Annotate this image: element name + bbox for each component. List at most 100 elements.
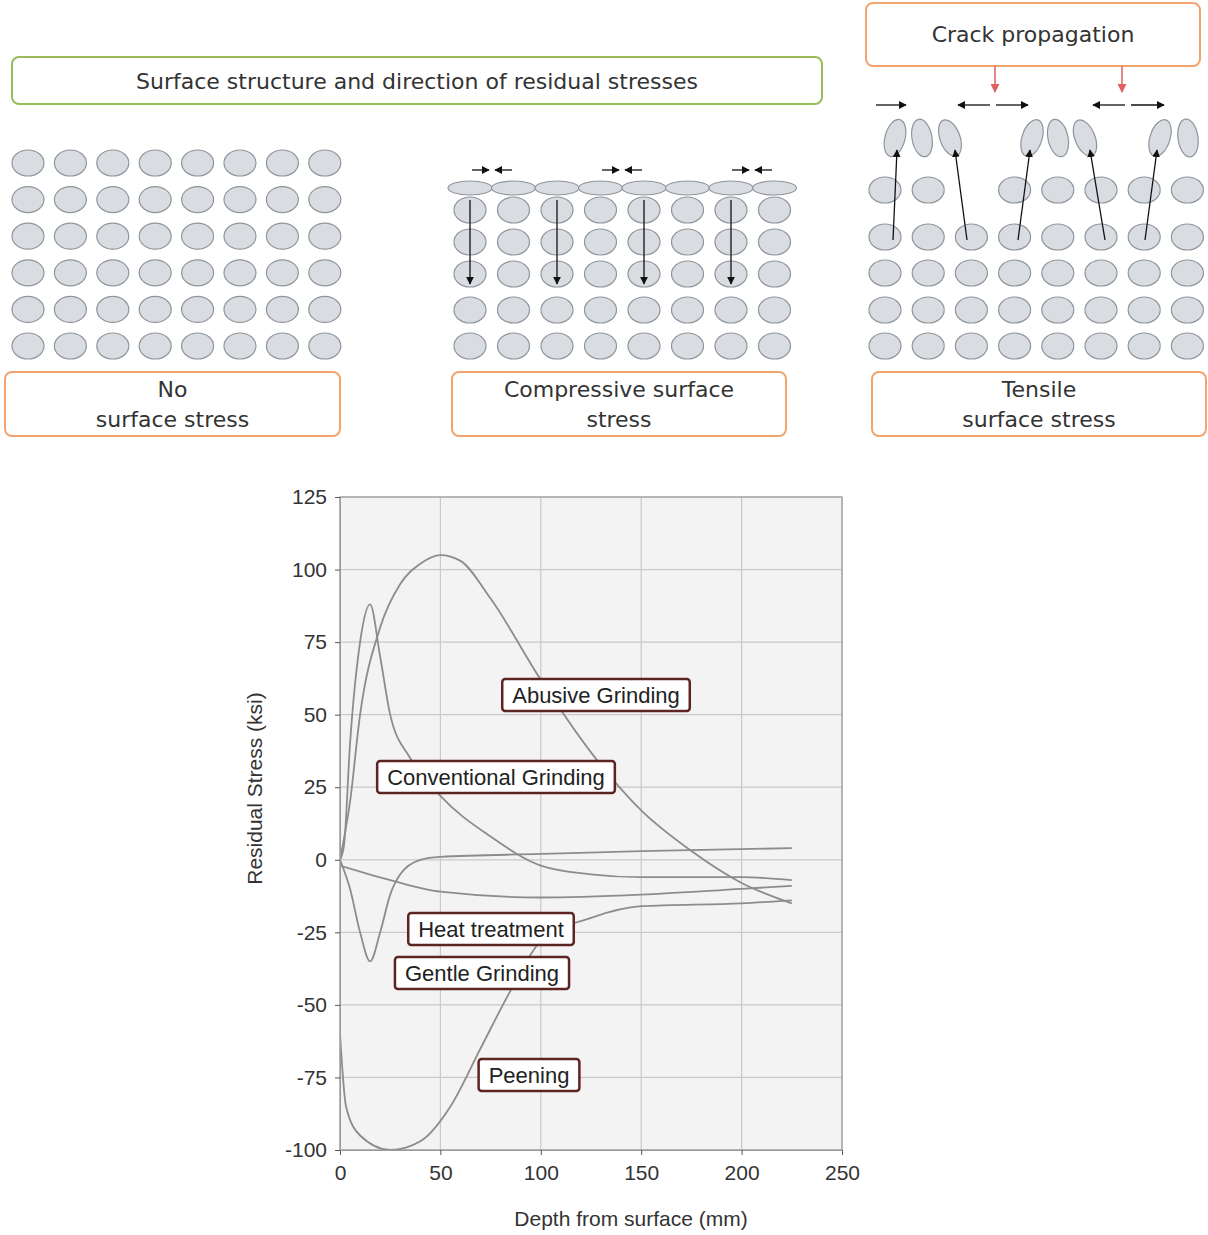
tick: -75 (297, 1066, 340, 1089)
arrow (495, 169, 512, 170)
series-label-box (377, 761, 615, 793)
grain (266, 296, 298, 322)
grain (97, 187, 129, 213)
grain (759, 261, 791, 287)
grain (1044, 117, 1071, 158)
grain (759, 229, 791, 255)
grain (709, 181, 753, 195)
panel-label-box (5, 372, 340, 436)
grain (541, 297, 573, 323)
grain (715, 333, 747, 359)
tick-mark (335, 570, 340, 571)
tick: -100 (285, 1138, 340, 1161)
tick: -25 (297, 921, 340, 944)
tick: 25 (304, 775, 340, 798)
tick: 100 (292, 558, 340, 581)
tick-label: 25 (304, 775, 327, 798)
series-label-text: Heat treatment (418, 917, 564, 942)
grain (448, 181, 492, 195)
tick-mark (641, 1150, 642, 1155)
grain (1128, 297, 1160, 323)
tick-mark (842, 1150, 843, 1155)
grain (1069, 117, 1102, 160)
tick-mark (541, 1150, 542, 1155)
grain (224, 187, 256, 213)
box-text: No (158, 377, 188, 402)
arrow (730, 200, 731, 284)
axis-line (335, 498, 341, 1151)
grain (869, 297, 901, 323)
grain (54, 333, 86, 359)
grain (999, 297, 1031, 323)
grain (541, 333, 573, 359)
grain (912, 333, 944, 359)
grid-line (340, 714, 842, 715)
grain (266, 333, 298, 359)
tick-mark (335, 1150, 340, 1151)
grain (54, 260, 86, 286)
grain (498, 229, 530, 255)
grid-line (340, 1077, 842, 1078)
chart: 050100150200250-100-75-50-25025507510012… (243, 485, 860, 1230)
grain (934, 117, 966, 160)
grain (498, 197, 530, 223)
grain (309, 223, 341, 249)
tick-label: 125 (292, 485, 327, 508)
panel-no-stress (12, 150, 341, 359)
panel-tensile (869, 66, 1203, 359)
grain (672, 229, 704, 255)
grain (535, 181, 579, 195)
tick: 0 (315, 848, 340, 871)
grain (912, 260, 944, 286)
grain (1085, 224, 1117, 250)
grain (909, 118, 935, 159)
grid-line (340, 859, 842, 860)
grain (955, 333, 987, 359)
grain (759, 197, 791, 223)
arrow (602, 169, 619, 170)
arrow (876, 104, 906, 105)
grain (54, 187, 86, 213)
grain (12, 333, 44, 359)
arrow (893, 150, 897, 240)
grain (454, 333, 486, 359)
tick-label: -25 (297, 921, 327, 944)
grain (1171, 297, 1203, 323)
grain (585, 197, 617, 223)
grain (1128, 177, 1160, 203)
plot-frame (340, 497, 842, 1150)
series-label-text: Gentle Grinding (405, 961, 559, 986)
series-line (340, 866, 792, 898)
diagram: Surface structure and direction of resid… (5, 3, 1206, 436)
tick-mark (335, 932, 340, 933)
tick-label: 50 (304, 703, 327, 726)
grain (182, 260, 214, 286)
tick-mark (742, 1150, 743, 1155)
grain (1085, 297, 1117, 323)
grain (715, 297, 747, 323)
series-line (340, 900, 792, 1150)
grain (182, 333, 214, 359)
grain (1042, 177, 1074, 203)
series-label-box (408, 913, 574, 945)
red-arrow (1121, 66, 1123, 92)
grain (1171, 177, 1203, 203)
grain (585, 297, 617, 323)
arrow (556, 200, 557, 284)
grain (139, 223, 171, 249)
grain (999, 333, 1031, 359)
arrow (1131, 104, 1164, 105)
series-label: Gentle Grinding (395, 957, 569, 989)
grain (1042, 224, 1074, 250)
page: Surface structure and direction of resid… (0, 0, 1208, 1235)
plot-background (340, 497, 842, 1150)
grain (266, 150, 298, 176)
tick-mark (335, 642, 340, 643)
grain (1128, 333, 1160, 359)
grain (454, 297, 486, 323)
tick-mark (335, 497, 340, 498)
tick: 0 (335, 1150, 347, 1184)
grain (955, 297, 987, 323)
series-label-box (502, 679, 690, 711)
arrow (643, 200, 644, 284)
